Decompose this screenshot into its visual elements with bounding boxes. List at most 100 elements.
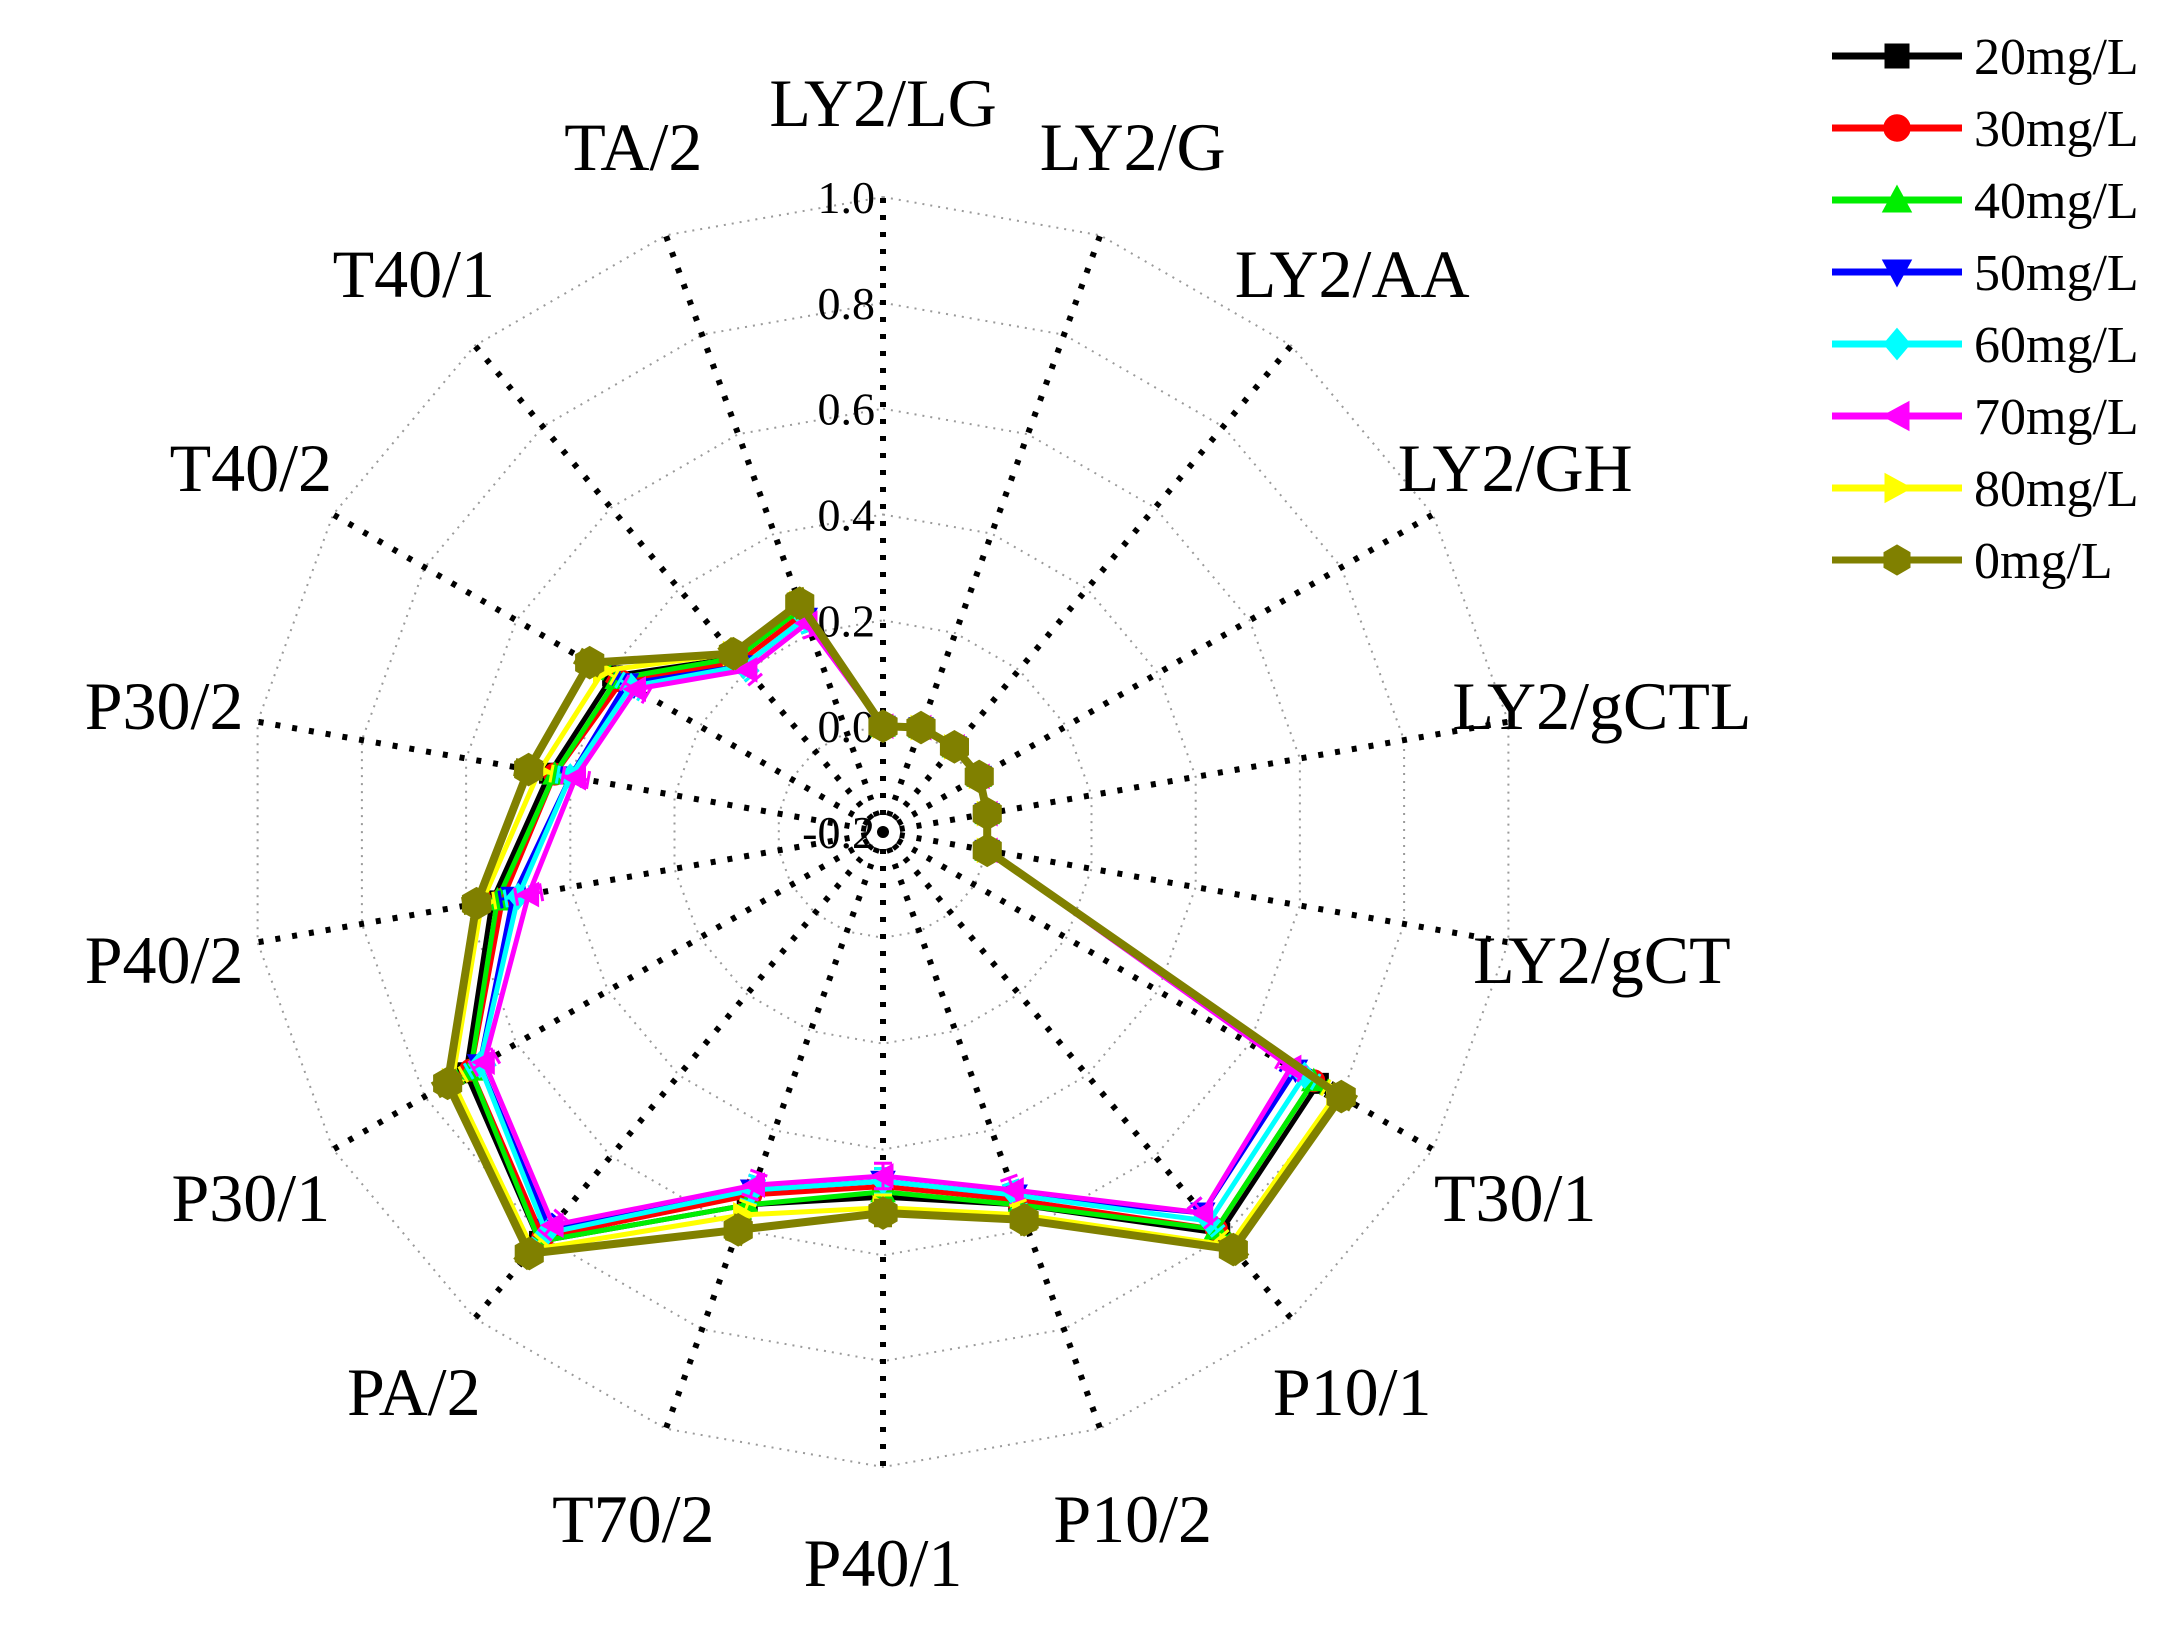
tick-label: 0.8 <box>818 278 876 329</box>
error-bar-cap <box>999 1173 1018 1183</box>
legend-label: 40mg/L <box>1974 173 2139 230</box>
data-point <box>461 886 492 921</box>
spoke-line <box>331 829 885 1153</box>
tick-label: 0.4 <box>818 490 876 541</box>
category-label: LY2/gCT <box>1473 922 1731 998</box>
grid-ring <box>256 195 1510 1469</box>
data-point <box>939 730 969 764</box>
radar-spokes <box>257 197 1509 1467</box>
error-bar-cap <box>502 889 509 908</box>
error-bar-cap <box>457 1065 469 1083</box>
legend-entry: 70mg/L <box>1832 389 2139 446</box>
category-label: LY2/GH <box>1398 430 1633 506</box>
spoke-line <box>257 718 884 835</box>
category-label: T70/2 <box>552 1481 714 1557</box>
error-bar-cap <box>1186 1196 1203 1211</box>
error-bar-cap <box>489 1047 502 1065</box>
legend-entry: 60mg/L <box>1832 317 2139 374</box>
legend-label: 60mg/L <box>1974 317 2139 374</box>
spoke-line <box>257 829 884 946</box>
data-point <box>906 710 936 745</box>
data-point <box>972 796 1002 831</box>
category-label: P10/2 <box>1053 1481 1212 1557</box>
category-label: LY2/LG <box>769 65 996 141</box>
data-point <box>723 1213 753 1247</box>
error-bar-cap <box>614 671 626 689</box>
data-point <box>1189 1200 1214 1226</box>
data-point <box>1883 327 1911 361</box>
data-point <box>622 676 646 702</box>
legend-entry: 40mg/L <box>1832 173 2139 230</box>
category-label: T30/1 <box>1434 1160 1596 1236</box>
data-point <box>1883 544 1911 576</box>
series-0mg/L <box>430 586 1359 1271</box>
data-point <box>433 1066 463 1101</box>
spoke-line <box>880 830 1104 1430</box>
category-label: P40/1 <box>804 1525 963 1601</box>
data-point <box>575 645 605 680</box>
radar-grid <box>256 195 1510 1469</box>
error-bar-cap <box>532 1232 549 1247</box>
data-point <box>1881 259 1913 288</box>
legend: 20mg/L 30mg/L 40mg/L 50mg/L 60mg/L 70mg/L 80mg… <box>1832 29 2139 590</box>
tick-label: 1.0 <box>818 172 876 223</box>
error-bar-cap <box>560 766 567 785</box>
legend-entry: 20mg/L <box>1832 29 2139 86</box>
error-bar-cap <box>537 1227 553 1242</box>
data-point <box>1881 184 1913 213</box>
error-bar-cap <box>640 686 653 705</box>
category-label: P30/1 <box>171 1160 330 1236</box>
error-bar-cap <box>1209 1223 1226 1238</box>
spoke-line <box>662 830 886 1430</box>
series-line <box>463 605 1321 1244</box>
category-label: LY2/gCTL <box>1452 668 1751 744</box>
data-point <box>1009 1203 1039 1237</box>
error-bar-cap <box>738 1198 757 1208</box>
spoke-line <box>472 343 886 834</box>
data-point <box>1218 1232 1248 1267</box>
data-point <box>471 1049 495 1076</box>
data-point <box>514 1236 544 1271</box>
error-bar-cap <box>741 1192 760 1202</box>
error-bar-cap <box>467 1059 480 1078</box>
error-bar-cap <box>462 1062 475 1080</box>
error-bar-cap <box>497 890 504 909</box>
legend-label: 80mg/L <box>1974 461 2139 518</box>
data-point <box>741 1172 765 1198</box>
data-point <box>868 1196 898 1230</box>
error-bar-cap <box>538 883 545 902</box>
tick-label: 0.6 <box>818 384 876 435</box>
category-label: P10/1 <box>1273 1354 1432 1430</box>
legend-entry: 0mg/L <box>1832 533 2113 590</box>
series-40mg/L <box>453 591 1331 1259</box>
tick-label: 0.0 <box>818 701 876 752</box>
data-point <box>1000 1177 1024 1203</box>
data-point <box>562 764 586 791</box>
center-dot <box>877 826 889 838</box>
error-bar-cap <box>585 770 592 790</box>
data-point <box>515 881 540 908</box>
category-label: P40/2 <box>85 922 244 998</box>
data-point <box>514 752 544 787</box>
data-point <box>1884 472 1913 504</box>
data-point <box>1326 1079 1356 1114</box>
legend-entry: 30mg/L <box>1832 101 2139 158</box>
error-bar-cap <box>554 765 561 784</box>
category-label: T40/1 <box>333 236 495 312</box>
category-label: PA/2 <box>347 1354 481 1430</box>
data-point <box>964 759 994 794</box>
legend-label: 50mg/L <box>1974 245 2139 302</box>
category-label: LY2/AA <box>1235 236 1470 312</box>
error-bar-cap <box>608 668 621 686</box>
grid-ring <box>465 407 1301 1257</box>
data-point <box>1883 114 1911 142</box>
error-bar-cap <box>618 674 631 692</box>
tick-label: -0.2 <box>802 807 875 858</box>
series-20mg/L <box>449 591 1336 1259</box>
radial-tick-labels: -0.20.00.20.40.60.81.0 <box>802 172 875 858</box>
data-point <box>540 1212 564 1239</box>
series-50mg/L <box>462 601 1313 1246</box>
legend-entry: 50mg/L <box>1832 245 2139 302</box>
